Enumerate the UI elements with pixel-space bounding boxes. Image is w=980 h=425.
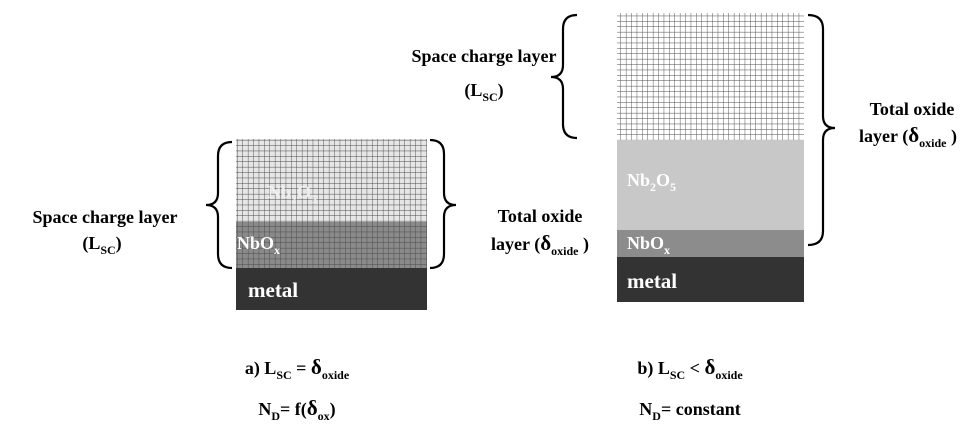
text-part: N <box>639 399 652 419</box>
text-part: < <box>685 358 704 378</box>
total-oxide-symbol: layer (δoxide ) <box>859 123 957 150</box>
text-part: SC <box>276 368 291 382</box>
text-part: D <box>652 409 661 423</box>
text-part: O <box>656 170 670 190</box>
text-part: D <box>271 409 280 423</box>
text-part: Nb <box>268 182 291 202</box>
text-part: x <box>274 243 280 257</box>
text-part: a) L <box>245 358 277 379</box>
caption: a) LSC = δoxide <box>245 355 350 382</box>
text-part: oxide <box>715 368 743 382</box>
text-part: ) <box>116 233 122 254</box>
caption: b) LSC < δoxide <box>637 355 743 382</box>
text-part: oxide <box>551 244 579 258</box>
text-part: = <box>292 358 311 378</box>
text-part: ) <box>498 80 504 101</box>
text-part: 5 <box>670 180 676 194</box>
text-part: oxide <box>919 136 947 150</box>
stack-b <box>617 13 804 302</box>
text-part: ) <box>578 234 589 255</box>
space-charge-title: Space charge layer <box>33 207 178 227</box>
brace <box>551 15 577 138</box>
text-part: layer ( <box>859 126 908 147</box>
space-charge-title: Space charge layer <box>412 46 557 66</box>
text-part: N <box>258 399 271 419</box>
total-oxide-symbol: layer (δoxide ) <box>491 231 589 258</box>
space-charge-symbol: (LSC) <box>82 233 121 257</box>
text-part: ) <box>330 399 336 420</box>
text-part: = f( <box>280 399 307 420</box>
text-part: layer ( <box>491 234 540 255</box>
total-oxide-title: Total oxide <box>498 206 583 226</box>
text-part: Nb <box>627 170 650 190</box>
text-part: δ <box>908 123 919 147</box>
text-part: x <box>664 243 670 257</box>
total-oxide-title: Total oxide <box>870 99 955 119</box>
text-part: δ <box>540 231 551 255</box>
brace <box>430 140 456 268</box>
text-part: ox <box>318 409 330 423</box>
text-part: = constant <box>661 399 741 419</box>
brace <box>808 15 835 245</box>
text-part: (L <box>82 233 100 254</box>
text-part: SC <box>670 368 685 382</box>
text-part: oxide <box>322 368 350 382</box>
diagram: Nb2O5 NbOx metal Space charge layer (LSC… <box>0 0 980 425</box>
text-part: ) <box>946 126 957 147</box>
text-part: δ <box>307 396 318 420</box>
text-part: 5 <box>311 192 317 206</box>
brace <box>206 142 232 268</box>
text-part: NbO <box>237 233 274 253</box>
condition: ND= constant <box>639 399 740 423</box>
text-part: (L <box>464 80 482 101</box>
space-charge-grid <box>617 13 804 140</box>
metal-label: metal <box>627 269 677 293</box>
space-charge-symbol: (LSC) <box>464 80 503 104</box>
condition: ND= f(δox) <box>258 396 335 423</box>
text-part: SC <box>100 243 115 257</box>
text-part: SC <box>482 90 497 104</box>
text-part: δ <box>704 355 715 379</box>
text-part: O <box>297 182 311 202</box>
text-part: δ <box>311 355 322 379</box>
metal-label: metal <box>248 278 298 302</box>
text-part: b) L <box>637 358 670 379</box>
text-part: NbO <box>627 233 664 253</box>
